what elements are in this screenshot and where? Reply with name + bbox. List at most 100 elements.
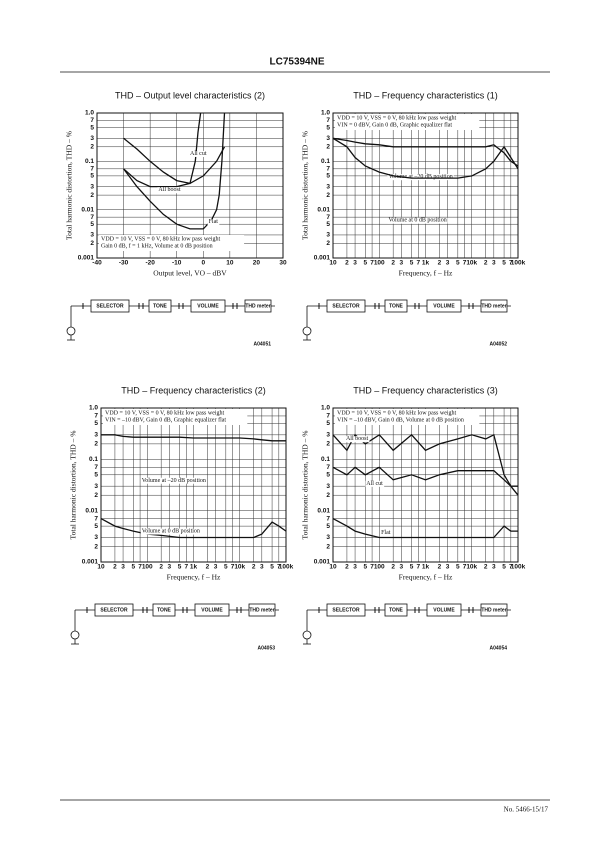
block bbox=[426, 299, 462, 313]
x-tick-label: 2 bbox=[438, 564, 442, 571]
x-tick-label: 3 bbox=[353, 564, 357, 571]
y-tick-label: 3 bbox=[326, 432, 330, 439]
y-tick-label: 3 bbox=[326, 232, 330, 239]
y-axis-label: Total harmonic distortion, THD – % bbox=[301, 131, 310, 240]
y-tick-label: 7 bbox=[94, 464, 98, 471]
y-tick-label: 7 bbox=[90, 166, 94, 173]
y-tick-label: 7 bbox=[326, 464, 330, 471]
y-tick-label: 0.1 bbox=[89, 456, 98, 463]
x-tick-label: 5 bbox=[410, 260, 414, 267]
condition-note: VIN = –10 dBV, Gain 0 dB, Volume at 0 dB… bbox=[337, 417, 464, 423]
plot-frame bbox=[100, 407, 287, 563]
x-tick-label: 7 bbox=[277, 564, 281, 571]
x-tick-label: 5 bbox=[364, 564, 368, 571]
series-line bbox=[332, 518, 518, 539]
y-tick-label: 3 bbox=[94, 483, 98, 490]
y-tick-label: 3 bbox=[94, 534, 98, 541]
plot-frame bbox=[332, 112, 519, 259]
series-line bbox=[123, 112, 202, 185]
x-tick-label: 3 bbox=[492, 260, 496, 267]
x-tick-label: 3 bbox=[400, 564, 404, 571]
diagram-code: A04052 bbox=[489, 341, 507, 347]
y-axis-label: Total harmonic distortion, THD – % bbox=[69, 431, 78, 540]
y-tick-label: 0.1 bbox=[321, 158, 330, 165]
y-tick-label: 5 bbox=[90, 221, 94, 228]
y-tick-label: 7 bbox=[94, 413, 98, 420]
chart-title: THD – Output level characteristics (2) bbox=[115, 90, 265, 100]
y-tick-label: 7 bbox=[90, 117, 94, 124]
x-tick-label: -20 bbox=[145, 260, 155, 267]
y-tick-label: 0.001 bbox=[78, 255, 95, 262]
block bbox=[248, 603, 276, 617]
block-label: VOLUME bbox=[433, 607, 455, 613]
y-tick-label: 7 bbox=[94, 515, 98, 522]
condition-note: VDD = 10 V, VSS = 0 V, 80 kHz low pass w… bbox=[101, 236, 221, 242]
y-tick-label: 5 bbox=[94, 523, 98, 530]
block bbox=[244, 299, 272, 313]
x-tick-label: 2 bbox=[113, 564, 117, 571]
x-tick-label: 10 bbox=[329, 260, 337, 267]
x-tick-label: 10k bbox=[234, 564, 245, 571]
x-tick-label: 7 bbox=[509, 564, 513, 571]
series-line bbox=[332, 137, 519, 167]
x-tick-label: 5 bbox=[178, 564, 182, 571]
block bbox=[384, 603, 408, 617]
block bbox=[94, 603, 134, 617]
block-label: SELECTOR bbox=[332, 303, 360, 309]
note-background bbox=[335, 114, 480, 130]
plot-frame bbox=[96, 112, 284, 259]
y-tick-label: 0.01 bbox=[81, 206, 94, 213]
block-label: TONE bbox=[153, 303, 167, 309]
chart-title: THD – Frequency characteristics (1) bbox=[353, 90, 498, 100]
series-line bbox=[123, 146, 226, 188]
y-axis-label: Total harmonic distortion, THD – % bbox=[65, 131, 74, 240]
y-tick-label: 5 bbox=[326, 472, 330, 479]
x-tick-label: 30 bbox=[279, 260, 287, 267]
y-tick-label: 1.0 bbox=[321, 405, 330, 412]
footer-page: No. 5466-15/17 bbox=[504, 806, 549, 814]
block-label: THD meter bbox=[481, 303, 506, 309]
condition-note: Gain 0 dB, f = 1 kHz, Volume at 0 dB pos… bbox=[101, 242, 213, 249]
x-tick-label: 7 bbox=[509, 260, 513, 267]
x-tick-label: 5 bbox=[270, 564, 274, 571]
series-label-background bbox=[387, 217, 448, 224]
y-tick-label: 0.01 bbox=[317, 507, 330, 514]
x-tick-label: 5 bbox=[364, 260, 368, 267]
series-label: Flat bbox=[209, 219, 219, 225]
y-tick-label: 1.0 bbox=[89, 405, 98, 412]
x-tick-label: 5 bbox=[456, 260, 460, 267]
x-tick-label: 1k bbox=[190, 564, 198, 571]
x-tick-label: 20 bbox=[253, 260, 261, 267]
x-tick-label: 5 bbox=[224, 564, 228, 571]
series-label-background bbox=[365, 480, 385, 487]
x-tick-label: 100k bbox=[511, 260, 526, 267]
y-tick-label: 7 bbox=[326, 413, 330, 420]
block bbox=[194, 603, 230, 617]
block-label: SELECTOR bbox=[332, 607, 360, 613]
x-tick-label: 100k bbox=[279, 564, 294, 571]
block bbox=[426, 603, 462, 617]
y-tick-label: 7 bbox=[326, 515, 330, 522]
y-tick-label: 2 bbox=[326, 144, 330, 151]
diagram-code: A04054 bbox=[489, 645, 507, 651]
series-label: Volume at 0 dB position bbox=[389, 218, 447, 224]
series-label-background bbox=[140, 477, 207, 484]
x-tick-label: 7 bbox=[138, 564, 142, 571]
x-tick-label: 0 bbox=[201, 260, 205, 267]
condition-note: VDD = 10 V, VSS = 0 V, 80 kHz low pass w… bbox=[337, 410, 457, 416]
x-tick-label: 3 bbox=[400, 260, 404, 267]
block-label: THD meter bbox=[249, 607, 274, 613]
y-tick-label: 0.01 bbox=[317, 206, 330, 213]
x-tick-label: 7 bbox=[463, 260, 467, 267]
series-label: Volume at 0 dB position bbox=[142, 529, 200, 535]
note-background bbox=[99, 235, 245, 251]
series-line bbox=[100, 518, 287, 539]
y-tick-label: 7 bbox=[90, 214, 94, 221]
x-tick-label: 100 bbox=[142, 564, 153, 571]
series-label-background bbox=[380, 530, 392, 537]
y-tick-label: 2 bbox=[90, 240, 94, 247]
x-tick-label: 1k bbox=[422, 260, 430, 267]
x-tick-label: 3 bbox=[446, 564, 450, 571]
x-tick-label: 10 bbox=[226, 260, 234, 267]
